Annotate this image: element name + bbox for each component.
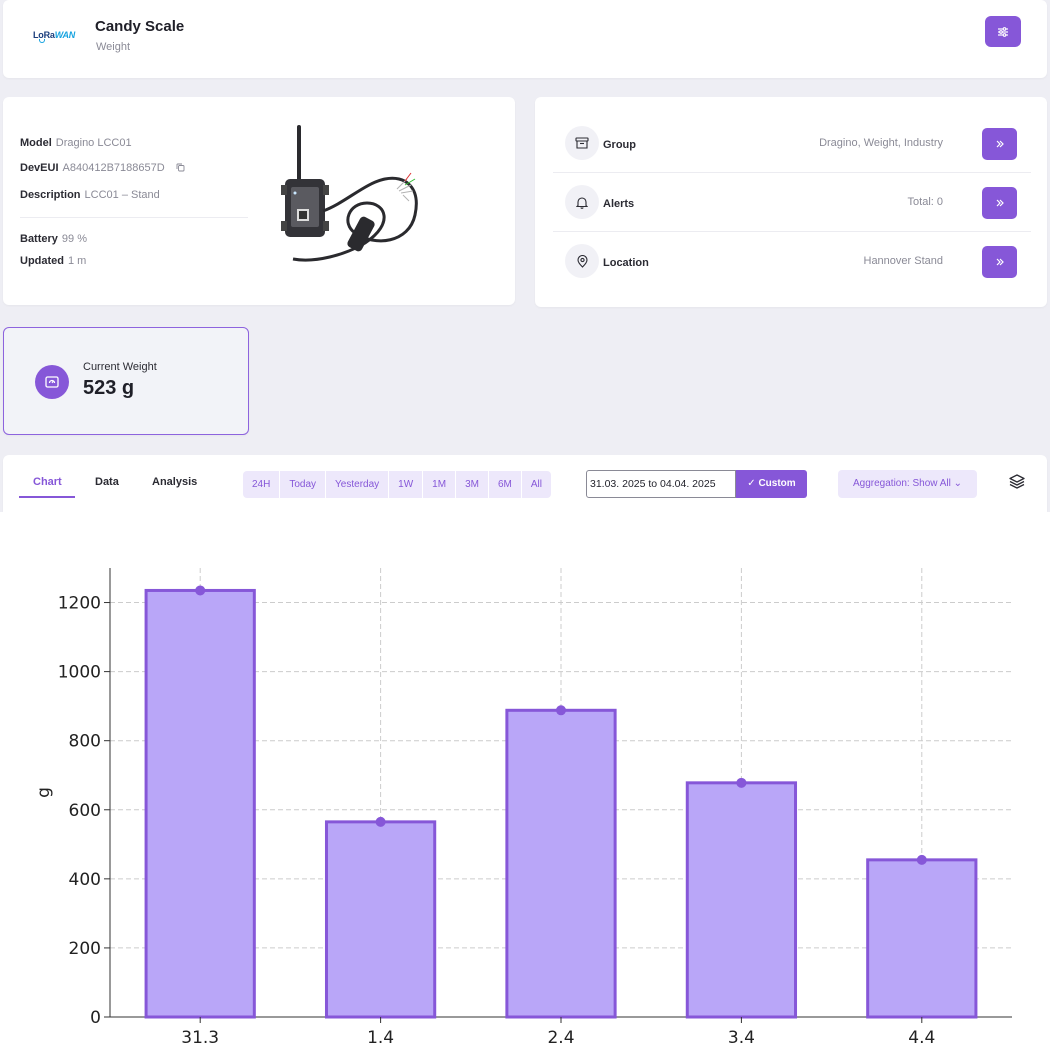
bar [324, 820, 437, 1019]
range-yesterday[interactable]: Yesterday [326, 471, 390, 498]
description-label: Description [20, 189, 81, 201]
logo-text: LoRa [33, 30, 55, 40]
logo-text-accent: WAN [54, 30, 76, 40]
y-tick-label: 800 [69, 732, 101, 752]
archive-icon [565, 126, 599, 160]
page-title: Candy Scale [95, 18, 185, 35]
deveui-label: DevEUI [20, 162, 59, 174]
chevrons-right-icon [996, 258, 1004, 266]
y-axis-label: g [34, 787, 54, 798]
y-tick-label: 400 [69, 870, 101, 890]
tab-data[interactable]: Data [95, 476, 119, 488]
deveui-row: DevEUI A840412B7188657D [20, 162, 185, 175]
model-label: Model [20, 137, 52, 149]
bell-icon [565, 185, 599, 219]
alerts-open-button[interactable] [982, 187, 1017, 219]
x-tick-label: 2.4 [547, 1028, 574, 1047]
lorawan-logo: LoRaWAN [33, 30, 76, 43]
chart-toolbar: Chart Data Analysis 24H Today Yesterday … [3, 455, 1047, 512]
y-tick-label: 200 [69, 939, 101, 959]
device-image [281, 125, 418, 262]
location-label: Location [603, 257, 649, 269]
y-tick-label: 600 [69, 801, 101, 821]
battery-value: 99 % [61, 233, 87, 245]
weight-bar-chart: 0 200 400 600 800 1000 1200 31.3 1.4 2.4 3.4 4.4 g [34, 568, 1012, 1047]
bar [505, 708, 617, 1019]
x-tick-label: 1.4 [367, 1028, 394, 1047]
settings-button[interactable] [985, 16, 1021, 47]
range-today[interactable]: Today [280, 471, 327, 498]
group-open-button[interactable] [982, 128, 1017, 160]
aggregation-dropdown[interactable]: Aggregation: Show All ⌄ [838, 470, 977, 498]
model-row: Model Dragino LCC01 [20, 137, 132, 149]
range-1w[interactable]: 1W [389, 471, 424, 498]
data-point [375, 816, 386, 827]
device-info-card: Model Dragino LCC01 DevEUI A840412B7188657… [3, 97, 515, 305]
description-value: LCC01 – Stand [84, 189, 160, 201]
x-tick-label: 31.3 [181, 1028, 219, 1047]
alerts-label: Alerts [603, 198, 635, 210]
scale-icon [35, 365, 69, 399]
data-point [195, 585, 206, 596]
updated-row: Updated 1 m [20, 255, 86, 267]
group-value: Dragino, Weight, Industry [819, 137, 943, 149]
range-3m[interactable]: 3M [456, 471, 489, 498]
range-all[interactable]: All [530, 479, 542, 490]
divider [20, 217, 248, 218]
group-row: Group Dragino, Weight, Industry [553, 114, 1031, 172]
date-range-input[interactable]: 31.03. 2025 to 04.04. 2025 [586, 470, 736, 498]
y-tick-label: 1200 [58, 594, 101, 614]
updated-label: Updated [20, 255, 64, 267]
updated-value: 1 m [68, 255, 87, 267]
y-tick-label: 0 [90, 1008, 101, 1028]
time-range-group: 24H Today Yesterday 1W 1M 3M 6M All [243, 471, 551, 498]
links-card: Group Dragino, Weight, Industry Alerts T… [535, 97, 1047, 307]
current-weight-card[interactable]: Current Weight 523 g [3, 327, 249, 435]
copy-icon[interactable] [176, 163, 185, 175]
layers-icon[interactable] [1009, 474, 1025, 494]
logo-signal-icon [39, 39, 45, 43]
tab-analysis[interactable]: Analysis [152, 476, 198, 488]
custom-range-button[interactable]: ✓ Custom [736, 470, 807, 498]
data-point [736, 777, 747, 788]
bar [685, 781, 798, 1019]
device-header: LoRaWAN Candy Scale Weight [3, 0, 1047, 78]
chevrons-right-icon [996, 140, 1004, 148]
alerts-row: Alerts Total: 0 [553, 173, 1031, 231]
tab-chart[interactable]: Chart [33, 476, 62, 488]
range-1m[interactable]: 1M [423, 471, 457, 498]
sliders-icon [998, 26, 1008, 37]
current-weight-label: Current Weight [83, 361, 157, 373]
chart-panel: 0 200 400 600 800 1000 1200 31.3 1.4 2.4 3.4 4.4 g [0, 512, 1050, 1047]
location-row: Location Hannover Stand [553, 232, 1031, 290]
data-point [556, 705, 566, 716]
y-tick-label: 1000 [58, 663, 101, 683]
battery-label: Battery [20, 233, 58, 245]
deveui-value: A840412B7188657D [62, 162, 165, 174]
page-subtitle: Weight [96, 41, 131, 53]
battery-row: Battery 99 % [20, 233, 87, 245]
current-weight-value: 523 g [83, 377, 135, 399]
x-tick-label: 4.4 [908, 1028, 935, 1047]
chevrons-right-icon [996, 199, 1004, 207]
location-value: Hannover Stand [863, 255, 944, 267]
group-label: Group [603, 139, 636, 151]
location-open-button[interactable] [982, 246, 1017, 278]
divider [553, 231, 1031, 232]
bar [144, 588, 256, 1019]
map-pin-icon [565, 244, 599, 278]
model-value: Dragino LCC01 [55, 137, 132, 149]
range-6m[interactable]: 6M [489, 471, 522, 498]
range-24h[interactable]: 24H [243, 471, 281, 498]
description-row: Description LCC01 – Stand [20, 189, 160, 201]
alerts-value: Total: 0 [907, 196, 943, 208]
bar [866, 858, 978, 1019]
data-point [916, 854, 927, 865]
active-tab-indicator [19, 496, 75, 498]
divider [553, 172, 1031, 173]
x-tick-label: 3.4 [728, 1028, 755, 1047]
